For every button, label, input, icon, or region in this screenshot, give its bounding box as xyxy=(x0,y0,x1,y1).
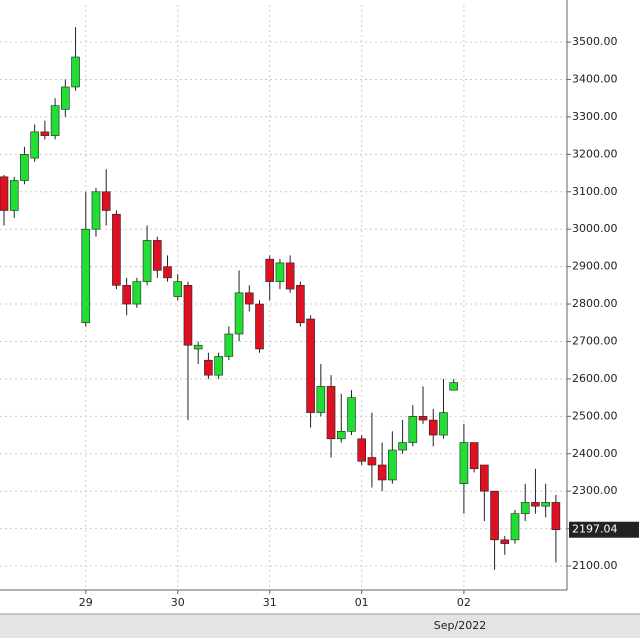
candle-body xyxy=(255,303,264,350)
candle-body xyxy=(0,176,9,211)
candle-body xyxy=(398,442,407,451)
candle-body xyxy=(408,416,418,443)
candle-body xyxy=(347,397,356,432)
candle-body xyxy=(265,258,275,282)
x-tick-label: 29 xyxy=(79,596,93,609)
y-tick-label: 2800.00 xyxy=(572,297,618,310)
candle-body xyxy=(132,281,142,305)
candle-body xyxy=(490,490,499,541)
y-tick-label: 3100.00 xyxy=(572,185,618,198)
y-tick-label: 2600.00 xyxy=(572,372,618,385)
x-tick-label: 02 xyxy=(457,596,471,609)
y-tick-label: 2100.00 xyxy=(572,559,618,572)
candle-body xyxy=(531,502,540,507)
period-label: Sep/2022 xyxy=(434,619,486,632)
candle-body xyxy=(142,240,152,282)
candle-body xyxy=(20,154,29,181)
candle-body xyxy=(275,262,285,282)
candle-body xyxy=(40,131,50,136)
candle-body xyxy=(296,285,305,324)
candle-body xyxy=(469,442,479,470)
candle-body xyxy=(214,356,223,376)
period-strip xyxy=(0,614,640,638)
candle-body xyxy=(204,359,213,376)
last-price-box xyxy=(569,521,639,538)
candle-body xyxy=(326,386,336,440)
y-tick-label: 2500.00 xyxy=(572,409,618,422)
candle-body xyxy=(9,180,19,211)
candle-body xyxy=(336,431,346,440)
candle-body xyxy=(30,131,39,159)
candle-body xyxy=(459,442,469,485)
candle-body xyxy=(112,213,121,286)
candle-body xyxy=(71,56,80,88)
candle-body xyxy=(224,333,234,357)
candle-body xyxy=(388,449,397,481)
candle-body xyxy=(428,419,438,436)
candle-body xyxy=(163,266,172,279)
candle-body xyxy=(439,412,448,436)
candle-body xyxy=(500,539,510,544)
x-tick-label: 31 xyxy=(263,596,277,609)
y-tick-label: 3400.00 xyxy=(572,72,618,85)
candle-body xyxy=(81,228,91,324)
y-tick-label: 2300.00 xyxy=(572,484,618,497)
candle-body xyxy=(510,513,520,541)
y-tick-label: 2900.00 xyxy=(572,260,618,273)
y-tick-label: 3200.00 xyxy=(572,147,618,160)
y-tick-label: 3500.00 xyxy=(572,35,618,48)
candle-body xyxy=(377,464,387,481)
candle-body xyxy=(418,416,428,421)
y-tick-label: 2400.00 xyxy=(572,447,618,460)
candle-body xyxy=(316,386,326,413)
x-tick-label: 30 xyxy=(171,596,185,609)
candle-body xyxy=(551,502,561,531)
candle-body xyxy=(153,240,162,271)
candle-body xyxy=(306,318,315,413)
last-price-label: 2197.04 xyxy=(572,523,618,536)
y-tick-label: 3300.00 xyxy=(572,110,618,123)
candle-body xyxy=(91,191,101,230)
candle-body xyxy=(122,285,131,305)
y-tick-label: 2700.00 xyxy=(572,334,618,347)
candle-body xyxy=(480,464,489,492)
candle-body xyxy=(244,292,254,305)
candle-body xyxy=(520,502,530,514)
candle-body xyxy=(285,262,295,290)
candle-body xyxy=(61,86,70,110)
candle-body xyxy=(193,344,203,350)
candle-body xyxy=(183,285,193,346)
candle-body xyxy=(50,105,60,136)
candle-body xyxy=(101,191,111,211)
candle-body xyxy=(449,382,458,391)
x-tick-label: 01 xyxy=(355,596,369,609)
y-tick-label: 3000.00 xyxy=(572,222,618,235)
candle-body xyxy=(541,502,550,507)
candle-body xyxy=(234,292,244,335)
candle-body xyxy=(367,457,377,466)
candle-body xyxy=(357,438,367,462)
x-tick-label: 28 xyxy=(0,596,1,609)
candle-body xyxy=(173,281,183,297)
